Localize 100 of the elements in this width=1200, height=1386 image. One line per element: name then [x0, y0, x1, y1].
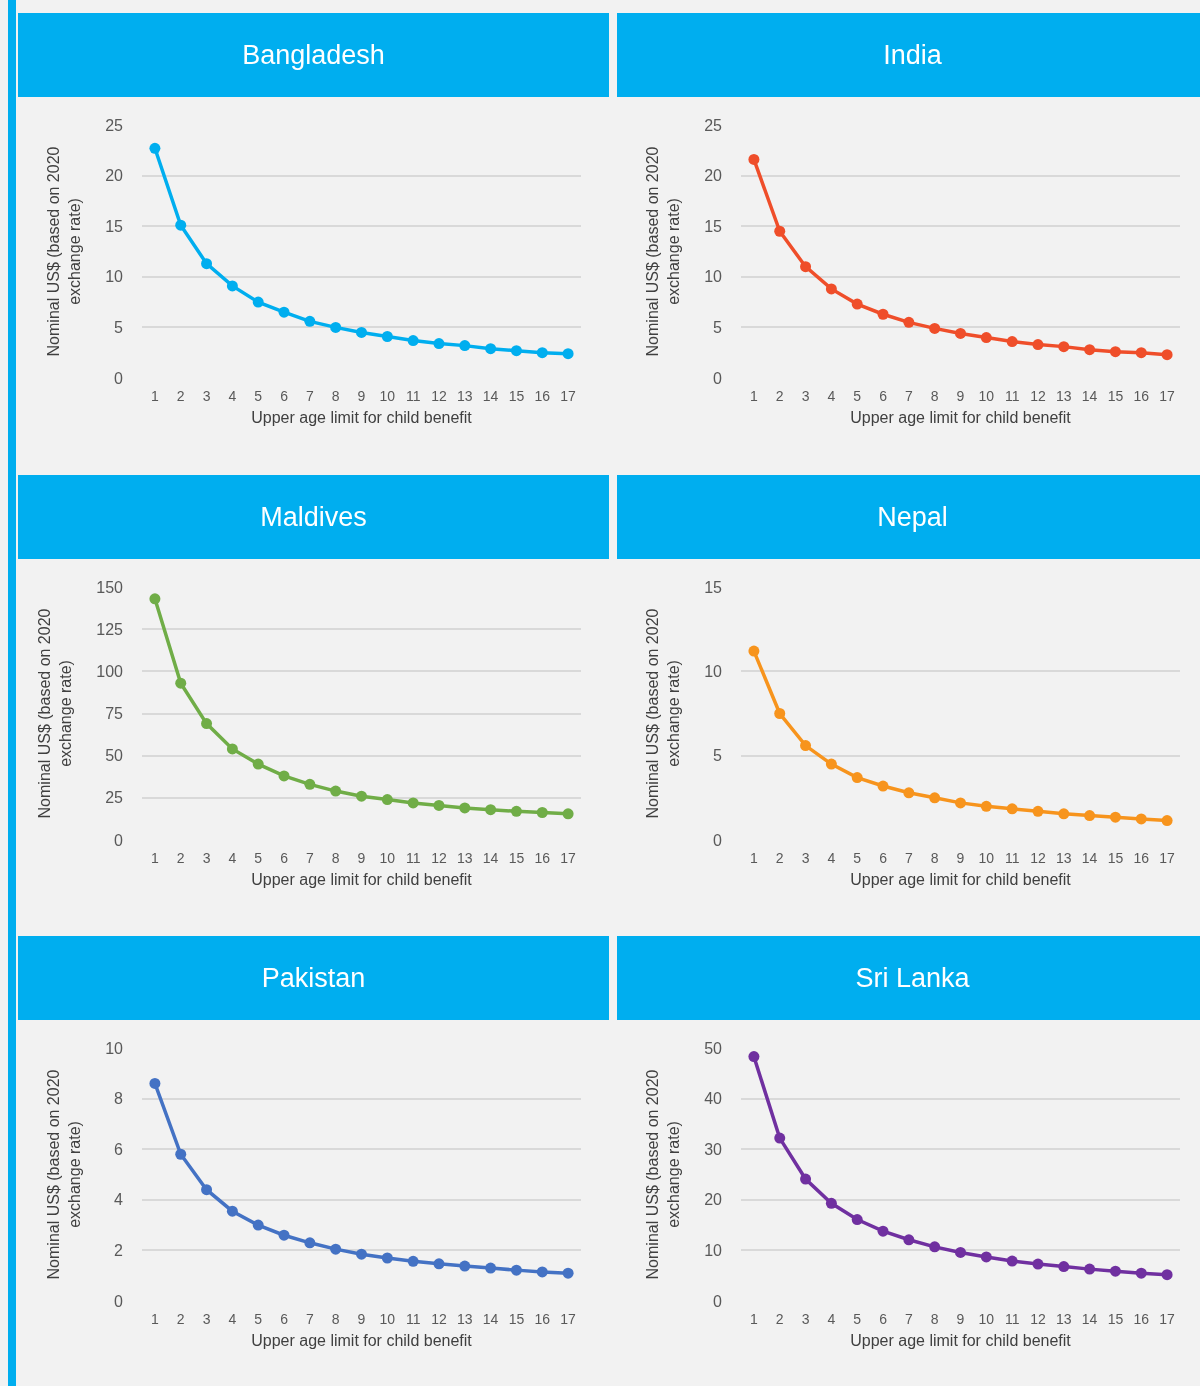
x-tick-label: 5: [254, 1311, 263, 1327]
point: [1084, 344, 1096, 356]
y-axis-title: Nominal US$ (based on 2020 exchange rate): [45, 146, 84, 357]
y-tick-label: 100: [96, 662, 124, 680]
point: [980, 1251, 992, 1263]
x-tick-label: 16: [534, 388, 551, 404]
x-tick-label: 1: [151, 1311, 160, 1327]
point: [851, 772, 863, 784]
point: [252, 1219, 264, 1231]
chart-title: Maldives: [18, 475, 609, 559]
point: [1135, 1267, 1147, 1279]
x-tick-label: 17: [560, 1311, 577, 1327]
x-tick-label: 5: [853, 388, 862, 404]
point: [1006, 336, 1018, 348]
x-tick-label: 9: [357, 388, 366, 404]
y-tick-label: 2: [114, 1242, 124, 1259]
x-tick-label: 8: [930, 388, 939, 404]
x-tick-label: 12: [431, 388, 447, 404]
x-tick-label: 17: [1159, 850, 1176, 866]
point: [800, 261, 812, 273]
point: [825, 283, 837, 295]
x-tick-label: 14: [1081, 850, 1098, 866]
x-tick-label: 9: [956, 850, 965, 866]
x-tick-label: 15: [1107, 1311, 1124, 1327]
point: [1135, 347, 1147, 359]
point: [226, 1205, 238, 1217]
y-tick-label: 25: [105, 789, 124, 807]
point: [1109, 346, 1121, 358]
point: [1006, 803, 1018, 815]
point: [278, 1229, 290, 1241]
y-tick-label: 15: [704, 217, 723, 235]
point: [175, 1148, 187, 1160]
point: [330, 321, 342, 333]
y-tick-label: 15: [704, 578, 723, 596]
x-tick-label: 5: [254, 850, 263, 866]
x-tick-label: 6: [879, 388, 888, 404]
y-axis-title: Nominal US$ (based on 2020 exchange rate): [644, 146, 683, 357]
x-tick-label: 17: [1159, 1311, 1176, 1327]
x-tick-label: 13: [457, 1311, 473, 1327]
y-tick-label: 125: [96, 620, 124, 638]
x-tick-label: 8: [930, 1311, 939, 1327]
y-axis-title: Nominal US$ (based on 2020 exchange rate): [45, 1069, 84, 1280]
point: [536, 1266, 548, 1278]
y-tick-label: 10: [704, 662, 723, 680]
y-tick-label: 10: [105, 268, 124, 286]
x-tick-label: 7: [904, 1311, 913, 1327]
x-axis-title: Upper age limit for child benefit: [850, 408, 1072, 426]
point: [877, 1225, 889, 1237]
point: [980, 800, 992, 812]
x-tick-label: 11: [1004, 1311, 1020, 1327]
point: [510, 345, 522, 357]
point: [330, 1243, 342, 1255]
point: [149, 1077, 161, 1089]
x-tick-label: 7: [904, 850, 913, 866]
point: [748, 153, 760, 165]
point: [562, 1267, 574, 1279]
x-tick-label: 2: [176, 388, 185, 404]
x-tick-label: 12: [1030, 388, 1046, 404]
x-tick-label: 6: [280, 388, 289, 404]
point: [1135, 813, 1147, 825]
point: [562, 808, 574, 820]
point: [1084, 1263, 1096, 1275]
x-tick-label: 6: [879, 850, 888, 866]
y-tick-label: 6: [114, 1140, 124, 1158]
y-tick-label: 150: [96, 578, 124, 596]
x-tick-label: 7: [305, 1311, 314, 1327]
point: [252, 758, 264, 770]
point: [510, 805, 522, 817]
y-tick-label: 20: [704, 167, 723, 185]
x-tick-label: 1: [750, 850, 759, 866]
point: [825, 758, 837, 770]
point: [877, 308, 889, 320]
y-tick-label: 20: [105, 167, 124, 185]
point: [562, 348, 574, 360]
point: [304, 778, 316, 790]
y-tick-label: 40: [704, 1090, 723, 1108]
point: [201, 1184, 213, 1196]
x-tick-label: 4: [827, 388, 836, 404]
x-axis-title: Upper age limit for child benefit: [251, 408, 473, 426]
point: [955, 797, 966, 809]
point: [955, 1246, 966, 1258]
x-tick-label: 9: [956, 1311, 965, 1327]
x-tick-label: 2: [775, 388, 784, 404]
point: [459, 1260, 471, 1272]
point: [459, 340, 471, 352]
y-tick-label: 5: [114, 319, 124, 336]
x-tick-label: 17: [560, 388, 577, 404]
point: [175, 677, 187, 689]
point: [149, 593, 161, 605]
x-tick-label: 2: [775, 850, 784, 866]
point: [356, 326, 367, 338]
point: [825, 1197, 837, 1209]
point: [485, 1262, 497, 1274]
x-tick-label: 9: [956, 388, 965, 404]
point: [175, 219, 187, 231]
x-tick-label: 4: [827, 1311, 836, 1327]
point: [459, 802, 471, 814]
x-tick-label: 14: [1081, 388, 1098, 404]
x-tick-label: 5: [254, 388, 263, 404]
x-tick-label: 15: [508, 1311, 525, 1327]
